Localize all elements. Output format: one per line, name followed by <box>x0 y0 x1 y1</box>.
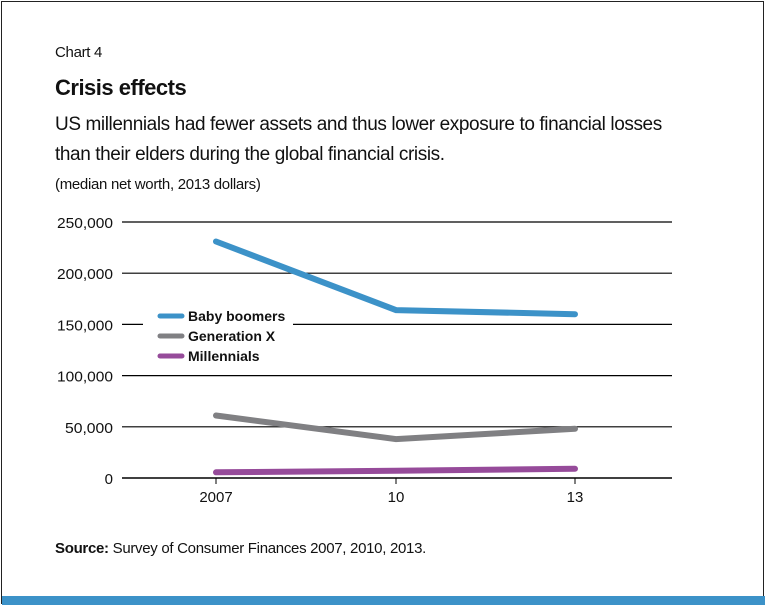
y-tick-label: 0 <box>105 471 113 488</box>
series-line-millennials <box>213 465 578 476</box>
series-line-generation-x <box>213 412 578 443</box>
y-tick-label: 250,000 <box>57 215 113 232</box>
y-tick-label: 150,000 <box>57 317 113 334</box>
accent-bar <box>2 596 765 605</box>
source-note: Source: Survey of Consumer Finances 2007… <box>55 540 426 557</box>
source-label: Source: <box>55 540 109 557</box>
y-tick-label: 100,000 <box>57 369 113 386</box>
chart-title: Crisis effects <box>55 75 187 100</box>
series-line-baby-boomers <box>213 238 578 318</box>
legend: Baby boomers Generation X Millennials <box>157 308 285 364</box>
x-tick-label: 10 <box>388 489 405 506</box>
chart-units: (median net worth, 2013 dollars) <box>55 176 261 193</box>
legend-label: Baby boomers <box>188 308 285 324</box>
series-lines <box>213 238 578 476</box>
x-tick-labels: 2007 10 13 <box>199 489 583 506</box>
x-tick-label: 13 <box>567 489 584 506</box>
x-tick-label: 2007 <box>199 489 232 506</box>
legend-label: Millennials <box>188 348 260 364</box>
y-tick-label: 50,000 <box>65 420 113 437</box>
y-tick-label: 200,000 <box>57 266 113 283</box>
chart-number: Chart 4 <box>55 44 103 61</box>
chart-subtitle: US millennials had fewer assets and thus… <box>55 114 662 165</box>
legend-label: Generation X <box>188 328 276 344</box>
source-text: Survey of Consumer Finances 2007, 2010, … <box>108 540 427 557</box>
y-tick-labels: 0 50,000 100,000 150,000 200,000 250,000 <box>57 215 113 488</box>
